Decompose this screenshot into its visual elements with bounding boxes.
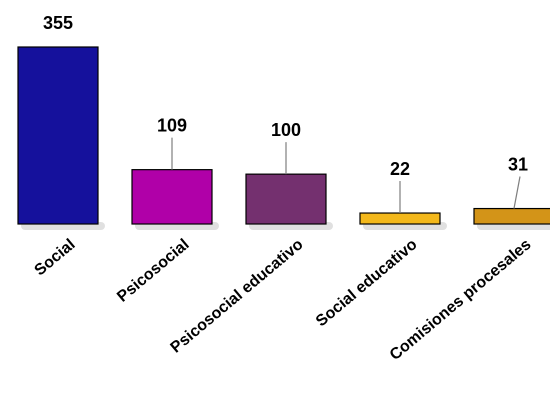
bar-psicosocial-educativo	[245, 173, 327, 225]
category-label-psicosocial-educativo: Psicosocial educativo	[168, 236, 307, 357]
value-label-social-educativo: 22	[390, 159, 410, 179]
bar-social	[17, 46, 99, 225]
bar-comisiones-procesales	[473, 207, 550, 225]
value-label-psicosocial: 109	[157, 116, 187, 136]
leader-line-comisiones-procesales	[513, 176, 521, 209]
value-label-psicosocial-educativo: 100	[271, 120, 301, 140]
bar-psicosocial	[131, 169, 213, 225]
value-label-comisiones-procesales: 31	[508, 155, 528, 175]
value-label-social: 355	[43, 13, 73, 33]
bar-social-educativo	[359, 212, 441, 225]
category-label-social-educativo: Social educativo	[313, 236, 421, 330]
category-label-psicosocial: Psicosocial	[114, 236, 192, 306]
category-label-social: Social	[32, 236, 79, 279]
